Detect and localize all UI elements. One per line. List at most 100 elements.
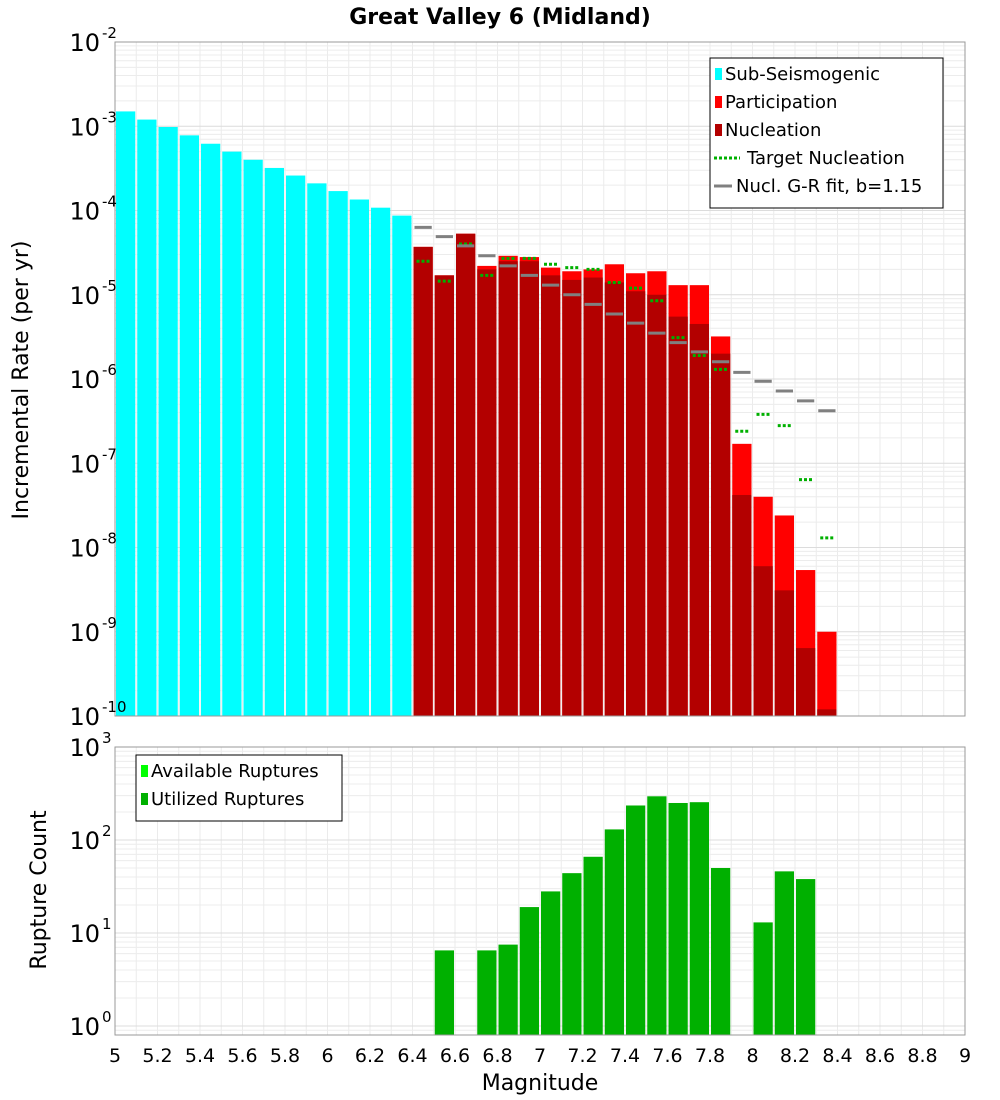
top-bar-3-3 bbox=[456, 233, 476, 717]
top-bar-1-10 bbox=[307, 183, 327, 716]
x-tick-8: 6.4 bbox=[397, 1045, 427, 1067]
x-tick-11: 7 bbox=[534, 1045, 546, 1067]
bottom-legend-swatch-2 bbox=[141, 793, 148, 805]
top-legend-swatch-2 bbox=[715, 96, 722, 108]
top-y-tick-exp-7: -4 bbox=[102, 193, 117, 211]
top-y-tick-9: 10 bbox=[69, 29, 100, 57]
x-tick-21: 9 bbox=[959, 1045, 971, 1067]
top-legend-label-2: Participation bbox=[725, 92, 837, 113]
bottom-legend-swatch-1 bbox=[141, 765, 148, 777]
x-tick-3: 5.4 bbox=[185, 1045, 215, 1067]
top-legend-item-1: Sub-Seismogenic bbox=[715, 64, 880, 85]
top-bar-3-17 bbox=[753, 566, 773, 716]
top-bar-3-6 bbox=[519, 261, 539, 716]
top-bar-1-2 bbox=[137, 119, 157, 716]
top-bar-1-7 bbox=[243, 159, 263, 717]
top-bar-3-16 bbox=[732, 494, 752, 716]
top-bar-3-15 bbox=[711, 353, 731, 716]
bottom-frame bbox=[114, 746, 966, 1036]
x-tick-10: 6.8 bbox=[482, 1045, 512, 1067]
x-tick-20: 8.8 bbox=[907, 1045, 937, 1067]
bottom-bar-1-10 bbox=[647, 796, 667, 1035]
top-bar-1-9 bbox=[286, 175, 306, 716]
x-tick-14: 7.6 bbox=[652, 1045, 682, 1067]
top-y-tick-8: 10 bbox=[69, 113, 100, 141]
x-tick-6: 6 bbox=[321, 1045, 333, 1067]
top-bar-3-12 bbox=[647, 294, 667, 716]
top-legend-label-4: Target Nucleation bbox=[746, 148, 905, 169]
bottom-bar-1-6 bbox=[562, 873, 582, 1035]
bottom-legend-label-1: Available Ruptures bbox=[151, 761, 319, 782]
top-bar-1-3 bbox=[158, 126, 178, 717]
top-y-tick-2: 10 bbox=[69, 619, 100, 647]
top-series-4 bbox=[416, 242, 834, 540]
top-bar-3-4 bbox=[477, 269, 497, 716]
bottom-bar-1-12 bbox=[689, 802, 709, 1035]
top-y-tick-exp-3: -8 bbox=[102, 530, 117, 548]
top-legend: Sub-Seismogenic Participation Nucleation Ta… bbox=[709, 57, 944, 209]
top-y-tick-exp-5: -6 bbox=[102, 361, 117, 379]
top-bar-3-9 bbox=[583, 277, 603, 716]
top-y-tick-3: 10 bbox=[69, 535, 100, 563]
top-legend-item-2: Participation bbox=[715, 92, 837, 113]
top-legend-item-4: Target Nucleation bbox=[714, 148, 905, 169]
top-legend-label-3: Nucleation bbox=[725, 120, 821, 141]
top-y-tick-4: 10 bbox=[69, 450, 100, 478]
x-tick-18: 8.4 bbox=[822, 1045, 852, 1067]
top-frame bbox=[114, 41, 966, 717]
bottom-y-tick-exp-1: 0 bbox=[102, 1008, 112, 1026]
bottom-bar-1-5 bbox=[541, 891, 561, 1035]
top-bar-1-8 bbox=[264, 167, 284, 717]
x-tick-9: 6.6 bbox=[440, 1045, 470, 1067]
top-bar-3-5 bbox=[498, 261, 518, 716]
top-bar-1-11 bbox=[328, 191, 348, 717]
x-tick-17: 8.2 bbox=[780, 1045, 810, 1067]
top-y-tick-exp-4: -7 bbox=[102, 445, 117, 463]
x-tick-2: 5.2 bbox=[142, 1045, 172, 1067]
bottom-y-tick-1: 10 bbox=[69, 1013, 100, 1041]
top-bar-3-10 bbox=[604, 282, 624, 716]
bottom-bar-1-3 bbox=[498, 944, 518, 1035]
bottom-bar-1-1 bbox=[434, 950, 454, 1035]
top-bar-3-19 bbox=[796, 648, 816, 716]
top-y-tick-7: 10 bbox=[69, 198, 100, 226]
top-bar-3-13 bbox=[668, 316, 688, 716]
top-y-tick-exp-2: -9 bbox=[102, 614, 117, 632]
bottom-legend-label-2: Utilized Ruptures bbox=[151, 789, 304, 810]
chart-title: Great Valley 6 (Midland) bbox=[349, 5, 651, 30]
bottom-bar-1-11 bbox=[668, 802, 688, 1035]
bottom-bar-1-2 bbox=[477, 950, 497, 1035]
x-tick-4: 5.6 bbox=[227, 1045, 257, 1067]
top-bar-1-13 bbox=[371, 207, 391, 716]
top-bar-1-14 bbox=[392, 215, 412, 716]
top-bar-1-5 bbox=[201, 143, 221, 717]
bottom-legend-item-1: Available Ruptures bbox=[141, 761, 319, 782]
top-bar-1-4 bbox=[179, 135, 199, 716]
bottom-y-tick-3: 10 bbox=[69, 827, 100, 855]
top-bar-3-11 bbox=[626, 291, 646, 716]
top-legend-label-5: Nucl. G-R fit, b=1.15 bbox=[736, 176, 922, 197]
top-bar-3-20 bbox=[817, 709, 837, 716]
top-y-tick-exp-1: -10 bbox=[102, 698, 127, 716]
top-series-1 bbox=[116, 111, 412, 717]
top-y-tick-6: 10 bbox=[69, 282, 100, 310]
top-series-5 bbox=[414, 225, 836, 413]
top-legend-item-3: Nucleation bbox=[715, 120, 821, 141]
bottom-bar-1-8 bbox=[604, 829, 624, 1035]
bottom-y-tick-4: 10 bbox=[69, 734, 100, 762]
top-bar-3-1 bbox=[413, 246, 433, 716]
top-bar-1-1 bbox=[116, 111, 136, 717]
count-y-axis-label: Rupture Count bbox=[27, 810, 52, 970]
x-tick-1: 5 bbox=[109, 1045, 121, 1067]
top-bar-3-7 bbox=[541, 275, 561, 716]
bottom-bar-1-15 bbox=[774, 871, 794, 1035]
top-y-tick-1: 10 bbox=[69, 703, 100, 731]
top-bar-3-18 bbox=[774, 590, 794, 716]
bottom-bar-1-14 bbox=[753, 922, 773, 1035]
bottom-bar-1-16 bbox=[796, 879, 816, 1035]
x-tick-5: 5.8 bbox=[270, 1045, 300, 1067]
top-legend-swatch-3 bbox=[715, 124, 722, 136]
top-legend-swatch-1 bbox=[715, 68, 722, 80]
